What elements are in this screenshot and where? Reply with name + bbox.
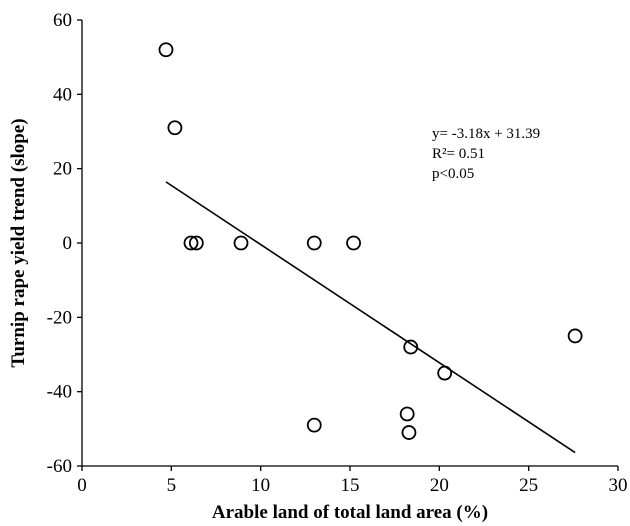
- data-point: [188, 235, 204, 251]
- x-tick-label: 5: [167, 475, 177, 496]
- data-point: [437, 365, 453, 381]
- x-tick-label: 15: [341, 475, 360, 496]
- data-point: [183, 235, 199, 251]
- y-tick-label: -20: [47, 307, 72, 328]
- trend-line: [165, 181, 576, 454]
- data-point: [567, 328, 583, 344]
- data-point: [306, 417, 322, 433]
- x-tick-label: 20: [430, 475, 449, 496]
- data-point: [158, 42, 174, 58]
- data-point: [306, 235, 322, 251]
- x-axis-title: Arable land of total land area (%): [212, 502, 488, 523]
- annotation-equation: y= -3.18x + 31.39: [432, 126, 540, 142]
- y-axis-ticks: 60 40 20 0 -20 -40 -60: [47, 10, 82, 477]
- plot-area: [81, 20, 618, 467]
- x-tick-label: 25: [519, 475, 538, 496]
- annotation-r-squared: R²= 0.51: [432, 146, 485, 162]
- data-point: [167, 120, 183, 136]
- data-point: [346, 235, 361, 251]
- regression-annotation: y= -3.18x + 31.39 R²= 0.51 p<0.05: [432, 126, 540, 182]
- data-point: [401, 425, 417, 440]
- x-tick-label: 10: [251, 475, 270, 496]
- y-tick-label: -40: [47, 382, 72, 403]
- y-tick-label: -60: [47, 456, 72, 477]
- data-point: [399, 406, 415, 422]
- data-points: [158, 42, 583, 440]
- y-tick-label: 40: [53, 84, 72, 105]
- data-point: [403, 339, 419, 355]
- y-axis-title: Turnip rape yield trend (slope): [8, 118, 29, 367]
- y-tick-label: 0: [63, 233, 73, 254]
- y-tick-label: 60: [53, 10, 72, 31]
- y-tick-label: 20: [53, 159, 72, 180]
- x-axis-ticks: 0 5 10 15 20 25 30: [77, 466, 628, 496]
- annotation-p-value: p<0.05: [432, 166, 474, 182]
- x-tick-label: 0: [77, 475, 87, 496]
- x-tick-label: 30: [609, 475, 628, 496]
- data-point: [233, 235, 249, 251]
